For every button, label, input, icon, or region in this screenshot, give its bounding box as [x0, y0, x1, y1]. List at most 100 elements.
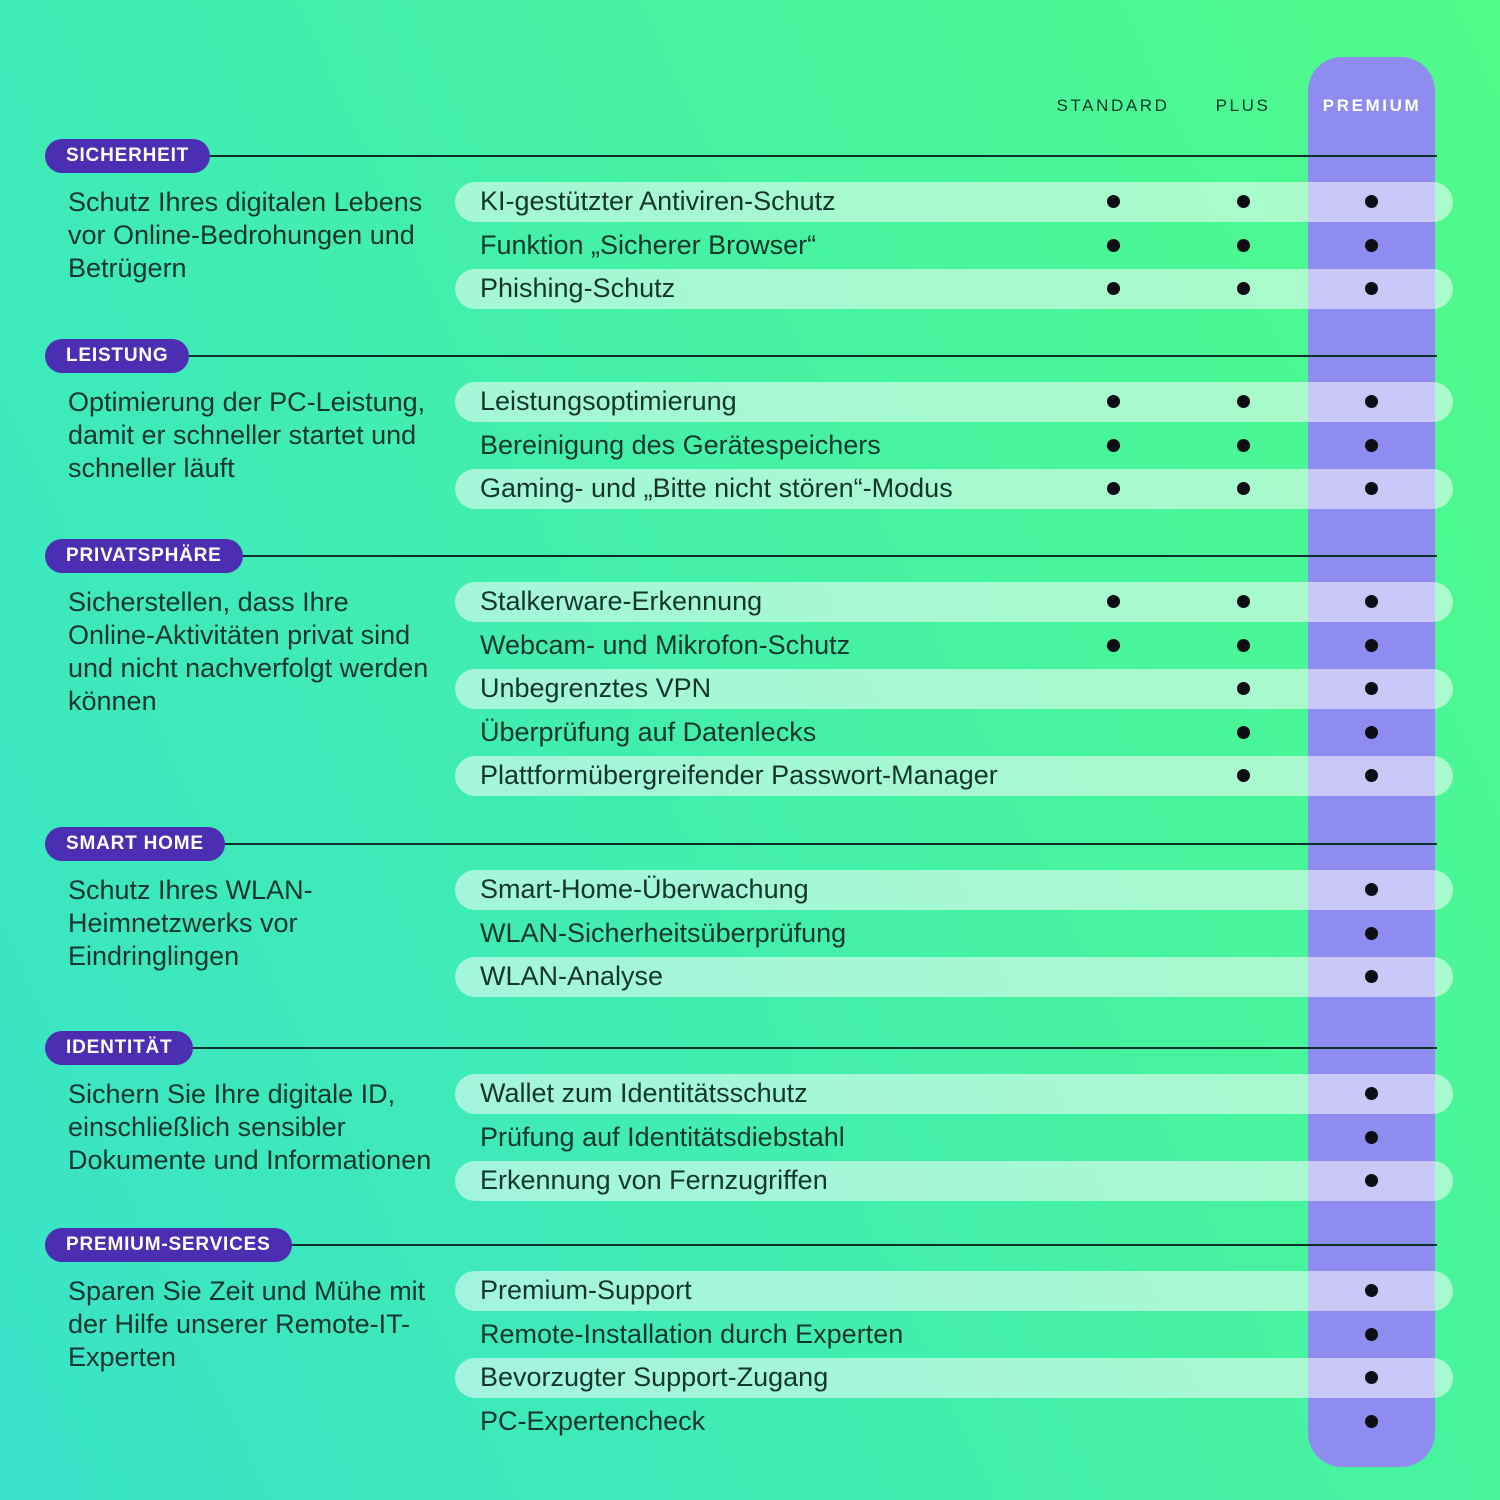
availability-cell-premium	[1364, 482, 1378, 496]
availability-cell-premium	[1364, 682, 1378, 696]
availability-cell-plus	[1236, 1174, 1250, 1188]
feature-label: WLAN-Sicherheitsüberprüfung	[480, 917, 847, 948]
section-content: Optimierung der PC-Leistung, damit er sc…	[45, 380, 1453, 511]
feature-label: Erkennung von Fernzugriffen	[480, 1165, 828, 1196]
availability-cell-standard	[1106, 1174, 1120, 1188]
availability-cell-premium	[1364, 238, 1378, 252]
section-content: Sichern Sie Ihre digitale ID, einschließ…	[45, 1072, 1453, 1203]
feature-row: Bevorzugter Support-Zugang	[455, 1356, 1453, 1400]
feature-label: Gaming- und „Bitte nicht stören“-Modus	[480, 473, 953, 504]
section-badge: SMART HOME	[45, 827, 225, 861]
feature-label: Leistungsoptimierung	[480, 386, 737, 417]
feature-label: KI-gestützter Antiviren-Schutz	[480, 186, 836, 217]
availability-cell-standard	[1106, 1327, 1120, 1341]
availability-cell-plus	[1236, 1414, 1250, 1428]
availability-cell-plus	[1236, 238, 1250, 252]
availability-cell-standard	[1106, 1284, 1120, 1298]
feature-rows: Stalkerware-Erkennung Webcam- und Mikrof…	[455, 580, 1453, 798]
availability-cell-premium	[1364, 1284, 1378, 1298]
section-divider-line	[224, 843, 1437, 845]
availability-cell-premium	[1364, 1371, 1378, 1385]
availability-cell-standard	[1106, 682, 1120, 696]
availability-cell-standard	[1106, 282, 1120, 296]
feature-label: Stalkerware-Erkennung	[480, 586, 763, 617]
feature-row: Remote-Installation durch Experten	[455, 1313, 1453, 1357]
section-badge-row: SMART HOME	[45, 827, 1437, 861]
feature-row: Phishing-Schutz	[455, 267, 1453, 311]
feature-row: PC-Expertencheck	[455, 1400, 1453, 1444]
availability-cell-standard	[1106, 482, 1120, 496]
availability-cell-plus	[1236, 769, 1250, 783]
feature-section: IDENTITÄT Sichern Sie Ihre digitale ID, …	[45, 1031, 1453, 1203]
feature-label: Funktion „Sicherer Browser“	[480, 229, 817, 260]
section-description: Sichern Sie Ihre digitale ID, einschließ…	[68, 1079, 432, 1175]
feature-label: Unbegrenztes VPN	[480, 673, 712, 704]
feature-row: Unbegrenztes VPN	[455, 667, 1453, 711]
feature-label: Phishing-Schutz	[480, 273, 676, 304]
feature-row: Prüfung auf Identitätsdiebstahl	[455, 1116, 1453, 1160]
section-badge-row: PREMIUM-SERVICES	[45, 1228, 1437, 1262]
section-divider-line	[193, 1047, 1437, 1049]
section-badge: PREMIUM-SERVICES	[45, 1228, 292, 1262]
availability-cell-standard	[1106, 395, 1120, 409]
availability-cell-premium	[1364, 195, 1378, 209]
column-header-standard: STANDARD	[1056, 96, 1170, 115]
feature-label: PC-Expertencheck	[480, 1405, 706, 1436]
availability-cell-standard	[1106, 638, 1120, 652]
feature-label: Premium-Support	[480, 1275, 692, 1306]
section-badge-label: SMART HOME	[66, 833, 204, 854]
section-badge-label: LEISTUNG	[66, 345, 169, 366]
availability-cell-plus	[1236, 682, 1250, 696]
section-divider-line	[210, 155, 1437, 157]
section-content: Sparen Sie Zeit und Mühe mit der Hilfe u…	[45, 1269, 1453, 1443]
availability-cell-plus	[1236, 926, 1250, 940]
feature-row: Smart-Home-Überwachung	[455, 868, 1453, 912]
feature-row: Funktion „Sicherer Browser“	[455, 224, 1453, 268]
section-badge-row: PRIVATSPHÄRE	[45, 539, 1437, 573]
feature-rows: Smart-Home-Überwachung WLAN-Sicherheitsü…	[455, 868, 1453, 999]
feature-rows: Wallet zum Identitätsschutz Prüfung auf …	[455, 1072, 1453, 1203]
section-description: Schutz Ihres WLAN-Heimnetzwerks vor Eind…	[68, 875, 313, 971]
section-description: Sicherstellen, dass Ihre Online-Aktivitä…	[68, 587, 429, 716]
feature-row: Überprüfung auf Datenlecks	[455, 711, 1453, 755]
availability-cell-plus	[1236, 883, 1250, 897]
feature-rows: KI-gestützter Antiviren-Schutz Funktion …	[455, 180, 1453, 311]
section-badge: IDENTITÄT	[45, 1031, 194, 1065]
availability-cell-standard	[1106, 1414, 1120, 1428]
availability-cell-standard	[1106, 926, 1120, 940]
availability-cell-premium	[1364, 638, 1378, 652]
availability-cell-premium	[1364, 1327, 1378, 1341]
availability-cell-standard	[1106, 595, 1120, 609]
feature-row: WLAN-Analyse	[455, 955, 1453, 999]
feature-row: Webcam- und Mikrofon-Schutz	[455, 624, 1453, 668]
availability-cell-plus	[1236, 638, 1250, 652]
section-content: Schutz Ihres WLAN-Heimnetzwerks vor Eind…	[45, 868, 1453, 999]
availability-cell-standard	[1106, 1130, 1120, 1144]
availability-cell-standard	[1106, 1371, 1120, 1385]
section-content: Schutz Ihres digitalen Lebens vor Online…	[45, 180, 1453, 311]
column-header-plus: PLUS	[1215, 96, 1271, 115]
availability-cell-plus	[1236, 1371, 1250, 1385]
feature-label: Remote-Installation durch Experten	[480, 1318, 904, 1349]
availability-cell-premium	[1364, 1414, 1378, 1428]
section-badge-label: SICHERHEIT	[66, 145, 190, 166]
section-badge: PRIVATSPHÄRE	[45, 539, 243, 573]
availability-cell-plus	[1236, 438, 1250, 452]
availability-cell-standard	[1106, 1087, 1120, 1101]
availability-cell-plus	[1236, 1130, 1250, 1144]
availability-cell-premium	[1364, 1130, 1378, 1144]
feature-label: Webcam- und Mikrofon-Schutz	[480, 629, 851, 660]
feature-row: Premium-Support	[455, 1269, 1453, 1313]
availability-cell-standard	[1106, 238, 1120, 252]
feature-label: Smart-Home-Überwachung	[480, 874, 809, 905]
section-content: Sicherstellen, dass Ihre Online-Aktivitä…	[45, 580, 1453, 798]
feature-row: Erkennung von Fernzugriffen	[455, 1159, 1453, 1203]
section-description: Sparen Sie Zeit und Mühe mit der Hilfe u…	[68, 1276, 426, 1372]
feature-row: KI-gestützter Antiviren-Schutz	[455, 180, 1453, 224]
feature-section: SICHERHEIT Schutz Ihres digitalen Lebens…	[45, 139, 1453, 311]
feature-label: Überprüfung auf Datenlecks	[480, 716, 817, 747]
section-badge: LEISTUNG	[45, 339, 190, 373]
availability-cell-plus	[1236, 725, 1250, 739]
section-badge-row: SICHERHEIT	[45, 139, 1437, 173]
